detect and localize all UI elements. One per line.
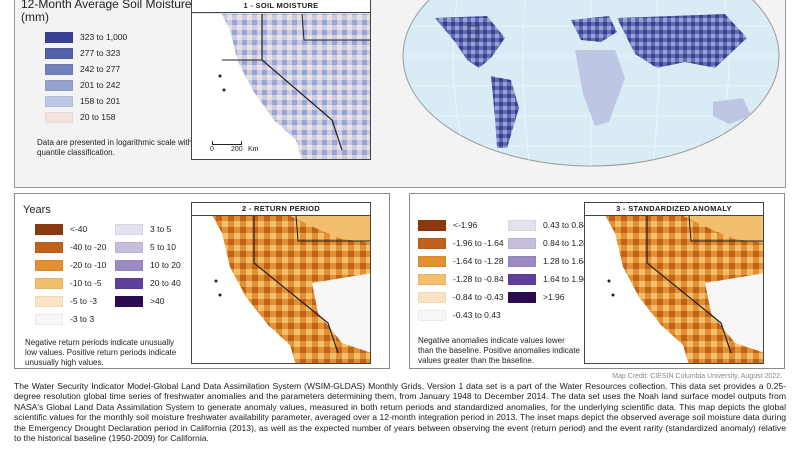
- legend-swatch: [35, 277, 63, 289]
- return-period-inset-title: 2 - RETURN PERIOD: [192, 203, 370, 216]
- soil-moisture-map-panel: 12-Month Average Soil Moisture (mm) 323 …: [14, 0, 786, 188]
- legend-swatch: [508, 255, 536, 267]
- legend-item: -10 to -5: [35, 276, 102, 290]
- legend-item: -1.28 to -0.84: [418, 272, 504, 286]
- standardized-anomaly-panel: <-1.96 -1.96 to -1.64 -1.64 to -1.28 -1.…: [409, 193, 785, 369]
- soil-moisture-inset-title: 1 - SOIL MOISTURE: [192, 0, 370, 13]
- legend-item: 201 to 242: [45, 78, 120, 92]
- legend-swatch: [115, 295, 143, 307]
- legend-swatch: [508, 219, 536, 231]
- legend-swatch: [35, 295, 63, 307]
- legend-swatch: [418, 219, 446, 231]
- legend-swatch: [115, 259, 143, 271]
- legend-swatch: [418, 309, 446, 321]
- legend-swatch: [35, 259, 63, 271]
- return-period-legend-title: Years: [23, 204, 51, 216]
- legend-item: 10 to 20: [115, 258, 181, 272]
- soil-moisture-inset-map: 1 - SOIL MOISTURE 0 200 Km: [191, 0, 371, 160]
- legend-item: 20 to 40: [115, 276, 181, 290]
- world-soil-moisture-map: [395, 0, 787, 188]
- california-return-period-graphic: [192, 203, 370, 363]
- legend-swatch: [45, 95, 73, 107]
- legend-item: 20 to 158: [45, 110, 115, 124]
- scale-bar: 0 200 Km: [210, 138, 266, 156]
- legend-item: -0.43 to 0.43: [418, 308, 501, 322]
- legend-item: -1.96 to -1.64: [418, 236, 504, 250]
- map-credit: Map Credit: CIESIN Columbia University, …: [612, 373, 782, 380]
- legend-swatch: [418, 255, 446, 267]
- standardized-anomaly-inset-title: 3 - STANDARDIZED ANOMALY: [585, 203, 763, 216]
- return-period-note: Negative return periods indicate unusual…: [25, 338, 177, 367]
- legend-item: 1.28 to 1.64: [508, 254, 588, 268]
- legend-swatch: [45, 31, 73, 43]
- standardized-anomaly-inset-map: 3 - STANDARDIZED ANOMALY: [584, 202, 764, 364]
- map-caption: The Water Security Indicator Model-Globa…: [14, 381, 786, 444]
- legend-item: 0.43 to 0.84: [508, 218, 588, 232]
- legend-swatch: [508, 273, 536, 285]
- legend-item: >40: [115, 294, 164, 308]
- return-period-inset-map: 2 - RETURN PERIOD: [191, 202, 371, 364]
- legend-item: 323 to 1,000: [45, 30, 127, 44]
- legend-swatch: [418, 237, 446, 249]
- legend-swatch: [45, 111, 73, 123]
- legend-swatch: [508, 291, 536, 303]
- legend-item: <-1.96: [418, 218, 477, 232]
- legend-item: -3 to 3: [35, 312, 94, 326]
- legend-swatch: [35, 241, 63, 253]
- legend-swatch: [418, 273, 446, 285]
- world-map-graphic: [402, 0, 780, 167]
- legend-swatch: [45, 47, 73, 59]
- soil-moisture-legend-title: 12-Month Average Soil Moisture (mm): [21, 0, 192, 24]
- legend-item: -0.84 to -0.43: [418, 290, 504, 304]
- california-soil-moisture-graphic: [192, 0, 370, 159]
- legend-item: >1.96: [508, 290, 565, 304]
- legend-item: 242 to 277: [45, 62, 120, 76]
- legend-item: 158 to 201: [45, 94, 120, 108]
- legend-swatch: [115, 277, 143, 289]
- legend-item: 0.84 to 1.28: [508, 236, 588, 250]
- legend-swatch: [45, 79, 73, 91]
- legend-item: 1.64 to 1.96: [508, 272, 588, 286]
- legend-item: 3 to 5: [115, 222, 171, 236]
- legend-swatch: [45, 63, 73, 75]
- california-anomaly-graphic: [585, 203, 763, 363]
- anomaly-note: Negative anomalies indicate values lower…: [418, 336, 580, 365]
- legend-item: <-40: [35, 222, 87, 236]
- legend-swatch: [115, 241, 143, 253]
- legend-item: 5 to 10: [115, 240, 176, 254]
- legend-swatch: [35, 223, 63, 235]
- legend-swatch: [115, 223, 143, 235]
- legend-item: 277 to 323: [45, 46, 120, 60]
- soil-moisture-note: Data are presented in logarithmic scale …: [37, 138, 193, 157]
- legend-swatch: [508, 237, 536, 249]
- legend-item: -1.64 to -1.28: [418, 254, 504, 268]
- legend-item: -5 to -3: [35, 294, 97, 308]
- legend-swatch: [418, 291, 446, 303]
- legend-swatch: [35, 313, 63, 325]
- legend-item: -40 to -20: [35, 240, 106, 254]
- legend-item: -20 to -10: [35, 258, 106, 272]
- return-period-panel: Years <-40 -40 to -20 -20 to -10 -10 to …: [14, 193, 390, 369]
